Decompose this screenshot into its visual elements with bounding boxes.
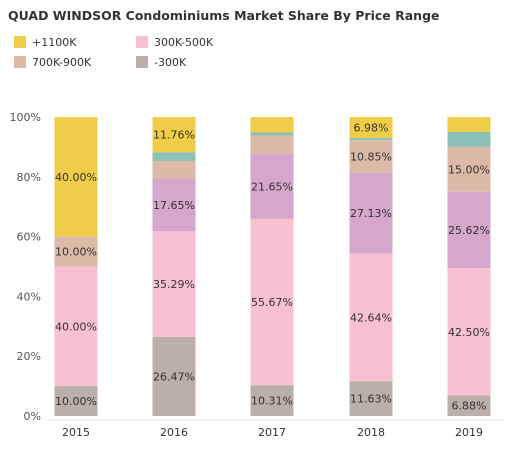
- bar-segment: [152, 160, 196, 179]
- data-label: 21.65%: [251, 180, 293, 193]
- bar-segment: [349, 381, 393, 416]
- y-tick-label: 100%: [10, 111, 41, 124]
- data-label: 6.88%: [452, 400, 487, 413]
- data-label: 11.63%: [350, 393, 392, 406]
- data-label: 10.31%: [251, 395, 293, 408]
- bar-segment: [54, 236, 98, 267]
- y-tick-label: 80%: [17, 171, 41, 184]
- data-label: 11.76%: [153, 129, 195, 142]
- x-tick-label: 2015: [62, 426, 90, 439]
- data-label: 35.29%: [153, 278, 195, 291]
- legend-item-1100k-plus: +1100K: [14, 36, 76, 49]
- bar-segment: [250, 132, 294, 136]
- bar-segment: [447, 131, 491, 147]
- data-label: 40.00%: [55, 171, 97, 184]
- data-label: 25.62%: [448, 224, 490, 237]
- legend-label: 300K-500K: [154, 36, 214, 49]
- bar-segment: [152, 117, 196, 153]
- y-tick-label: 20%: [17, 350, 41, 363]
- bar-segment: [447, 395, 491, 416]
- data-label: 26.47%: [153, 370, 195, 383]
- data-label: 6.98%: [354, 121, 389, 134]
- data-label: 10.85%: [350, 150, 392, 163]
- bar-segment: [447, 117, 491, 132]
- data-label: 42.64%: [350, 311, 392, 324]
- chart-title: QUAD WINDSOR Condominiums Market Share B…: [8, 8, 440, 23]
- bar-segment: [250, 153, 294, 219]
- bar-segment: [152, 178, 196, 232]
- legend-item-under-300k: -300K: [136, 56, 186, 69]
- data-label: 42.50%: [448, 326, 490, 339]
- x-tick-label: 2019: [455, 426, 483, 439]
- data-label: 27.13%: [350, 207, 392, 220]
- data-label: 10.00%: [55, 395, 97, 408]
- legend-swatch: [136, 36, 148, 48]
- x-tick-label: 2018: [357, 426, 385, 439]
- data-label: 15.00%: [448, 163, 490, 176]
- bar-segment: [152, 336, 196, 416]
- bar-segment: [54, 117, 98, 237]
- data-label: 10.00%: [55, 246, 97, 259]
- bar-segment: [152, 231, 196, 337]
- bar-segment: [447, 146, 491, 192]
- data-label: 55.67%: [251, 296, 293, 309]
- y-tick-label: 0%: [24, 410, 41, 423]
- data-label: 17.65%: [153, 199, 195, 212]
- data-label: 40.00%: [55, 320, 97, 333]
- bar-segment: [250, 117, 294, 133]
- bar-segment: [54, 266, 98, 387]
- legend-label: +1100K: [32, 36, 77, 49]
- y-tick-label: 40%: [17, 290, 41, 303]
- x-tick-label: 2017: [258, 426, 286, 439]
- bar-segment: [447, 268, 491, 396]
- bar-segment: [349, 116, 393, 138]
- bar-segment: [152, 152, 196, 161]
- legend-swatch: [136, 56, 148, 68]
- x-tick-label: 2016: [160, 426, 188, 439]
- legend-label: 700K-900K: [32, 56, 92, 69]
- bar-segment: [349, 253, 393, 382]
- legend-item-300k-500k: 300K-500K: [136, 36, 213, 49]
- y-tick-label: 60%: [17, 231, 41, 244]
- bar-segment: [349, 172, 393, 254]
- bar-segment: [250, 135, 294, 154]
- bar-segment: [349, 137, 393, 141]
- bar-segment: [250, 385, 294, 416]
- bar-segment: [349, 140, 393, 173]
- bar-segment: [54, 386, 98, 416]
- legend-item-700k-900k: 700K-900K: [14, 56, 91, 69]
- bar-segment: [250, 218, 294, 386]
- legend-swatch: [14, 56, 26, 68]
- legend-label: -300K: [154, 56, 187, 69]
- legend-swatch: [14, 36, 26, 48]
- bar-segment: [447, 191, 491, 269]
